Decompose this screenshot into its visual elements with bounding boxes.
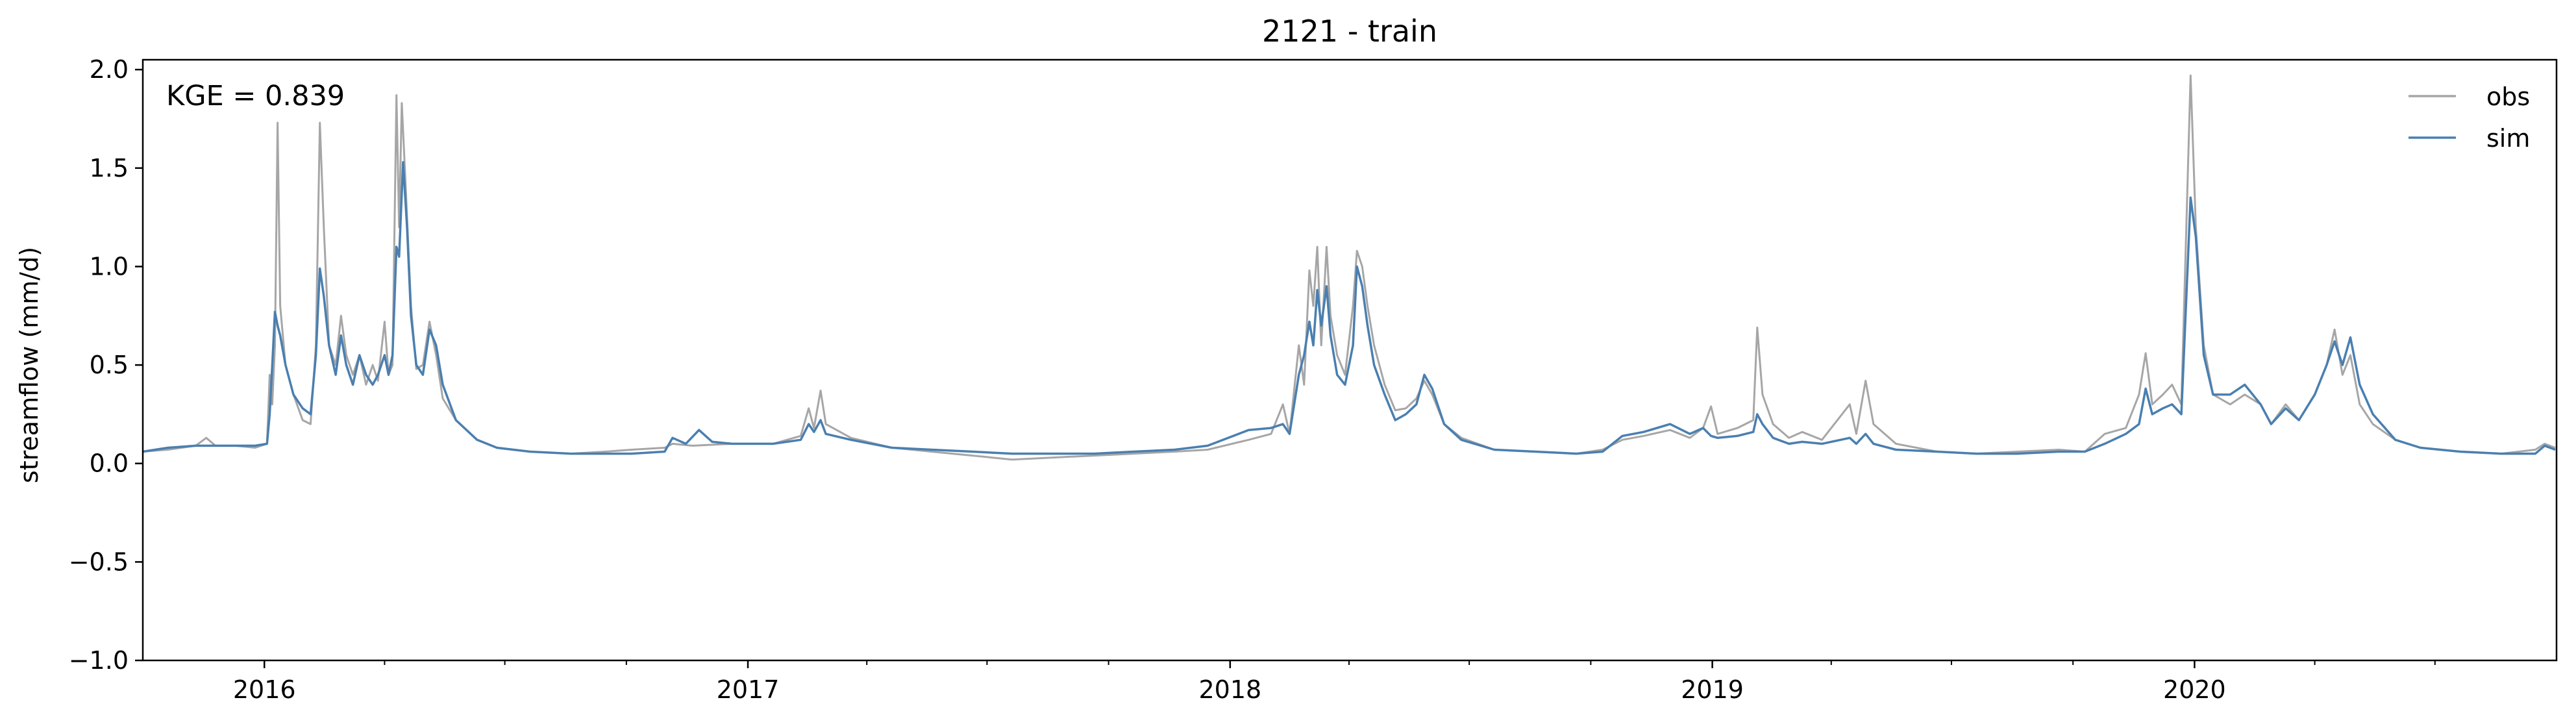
legend-label-obs: obs: [2486, 82, 2530, 111]
axes-frame: [142, 58, 2558, 662]
series-line-obs: [142, 74, 2556, 461]
legend-label-sim: sim: [2486, 124, 2530, 153]
x-tick-label: 2016: [233, 675, 296, 704]
y-axis-label: streamflow (mm/d): [15, 247, 43, 483]
y-tick-label: 2.0: [90, 55, 129, 84]
plot-area: [142, 74, 2556, 461]
y-tick-label: 0.5: [90, 351, 129, 379]
y-tick-label: −1.0: [69, 646, 129, 675]
kge-annotation: KGE = 0.839: [166, 80, 345, 112]
x-tick-label: 2018: [1198, 675, 1261, 704]
series-line-sim: [142, 160, 2556, 455]
x-tick-label: 2017: [717, 675, 780, 704]
y-tick-label: −0.5: [69, 547, 129, 576]
y-tick-label: 1.5: [90, 154, 129, 182]
x-tick-label: 2019: [1681, 675, 1744, 704]
chart-title: 2121 - train: [1262, 14, 1437, 49]
y-tick-label: 1.0: [90, 252, 129, 281]
legend: obs sim: [2409, 82, 2530, 153]
y-tick-label: 0.0: [90, 449, 129, 478]
axis-ticks: 2.0 1.5 1.0 0.5 0.0 −0.5 −1.0 2016 2017 2018 2019 2…: [69, 55, 2436, 704]
x-tick-label: 2020: [2163, 675, 2226, 704]
